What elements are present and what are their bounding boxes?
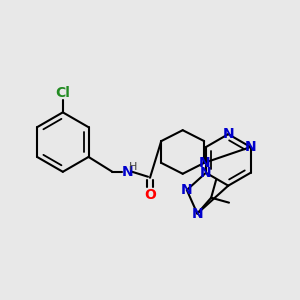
Text: O: O [144,188,156,202]
Text: Cl: Cl [56,85,70,100]
Text: N: N [122,165,133,179]
Text: N: N [223,127,234,141]
Text: N: N [200,166,212,180]
Text: H: H [129,162,137,172]
Text: N: N [181,183,193,197]
Text: N: N [191,207,203,220]
Text: N: N [198,156,210,170]
Text: N: N [245,140,256,154]
